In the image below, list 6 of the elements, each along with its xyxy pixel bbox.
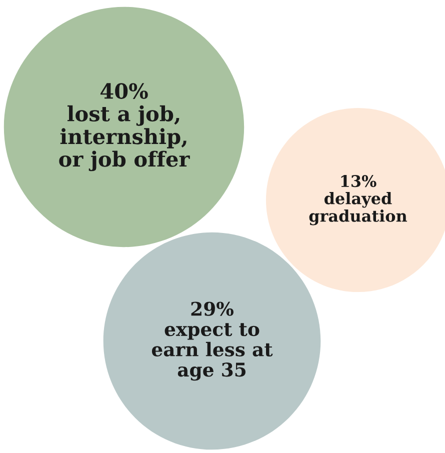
data-label: 40% <box>100 83 148 99</box>
data-label: 13% <box>341 175 376 188</box>
category-label: expect to earn less at age 35 <box>152 323 273 381</box>
category-label: delayed graduation <box>309 192 408 226</box>
category-label: lost a job, internship, or job offer <box>59 105 190 172</box>
data-label: 29% <box>191 302 234 316</box>
